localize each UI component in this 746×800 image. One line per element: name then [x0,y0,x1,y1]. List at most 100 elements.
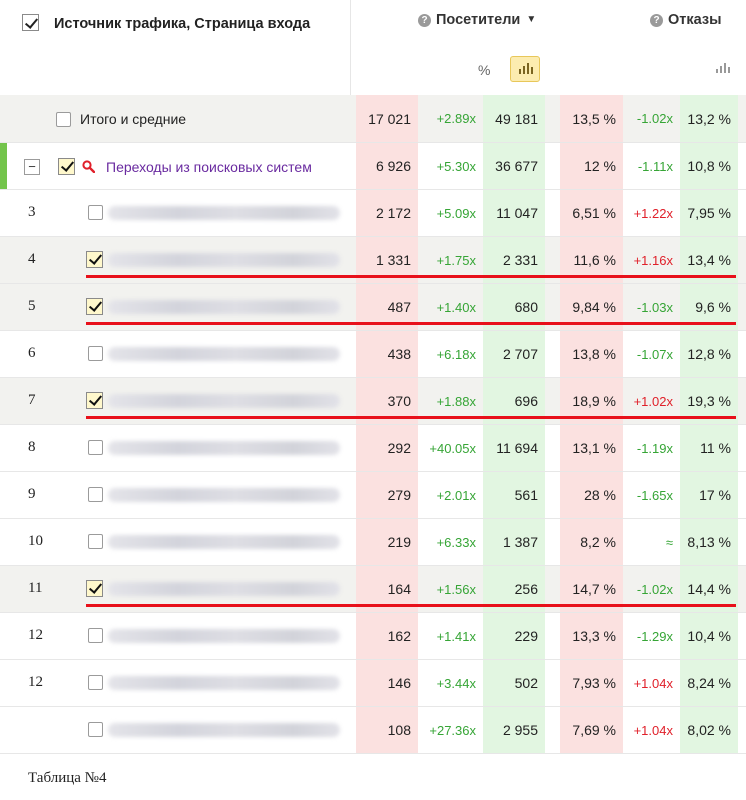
table-caption: Таблица №4 [28,770,107,786]
row-checkbox[interactable] [88,487,103,502]
row-checkbox-checked[interactable] [86,392,103,409]
total-label: Итого и средние [80,111,187,127]
table-row[interactable]: 6 438 +6.18x 2 707 13,8 % -1.07x 12,8 % [0,331,746,378]
share-cell: 28 % [560,472,623,518]
share-cell: 7,93 % [560,660,623,706]
table-row[interactable]: 12 162 +1.41x 229 13,3 % -1.29x 10,4 % [0,613,746,660]
group-row[interactable]: − Переходы из поисковых систем 6 926 +5.… [0,143,746,190]
bounce-rate-cell: 8,13 % [680,519,738,565]
visitors-cell: 49 181 [483,95,545,142]
row-number: 5 [28,298,36,314]
visits-delta-cell: +27.36x [429,722,476,738]
blurred-page-url[interactable] [108,253,340,267]
visits-delta-cell: +3.44x [436,675,476,691]
visitors-cell: 229 [483,613,545,659]
bounces-label: Отказы [668,12,722,28]
table-row[interactable]: 7 370 +1.88x 696 18,9 % +1.02x 19,3 % [0,378,746,425]
bounce-delta-cell: +1.16x [633,252,673,268]
blurred-page-url[interactable] [108,629,340,643]
row-checkbox[interactable] [88,205,103,220]
blurred-page-url[interactable] [108,582,340,596]
total-checkbox[interactable] [56,112,71,127]
row-number: 4 [28,251,36,267]
visits-cell: 438 [356,331,418,377]
search-engine-icon [82,160,95,173]
bounce-delta-cell: +1.04x [633,675,673,691]
bounce-delta-cell: +1.04x [633,722,673,738]
blurred-page-url[interactable] [108,347,340,361]
blurred-page-url[interactable] [108,441,340,455]
row-checkbox[interactable] [88,675,103,690]
row-checkbox-checked[interactable] [86,298,103,315]
visits-delta-cell: +1.88x [436,393,476,409]
table-header: Источник трафика, Страница входа ? Посети… [0,0,746,95]
share-cell: 13,1 % [560,425,623,471]
group-label-link[interactable]: Переходы из поисковых систем [106,159,312,175]
visits-delta-cell: +2.89x [436,111,476,126]
bounce-delta-cell: -1.07x [636,346,673,362]
blurred-page-url[interactable] [108,488,340,502]
row-number: 3 [28,204,36,220]
dimension-column-title[interactable]: Источник трафика, Страница входа [54,16,311,32]
bounce-delta-cell: +1.22x [633,205,673,221]
collapse-icon[interactable]: − [24,159,40,175]
visitors-bar-chart-toggle[interactable] [510,56,540,82]
row-checkbox[interactable] [88,534,103,549]
blurred-page-url[interactable] [108,394,340,408]
bounce-delta-cell: +1.02x [633,393,673,409]
bounces-bar-chart-icon[interactable] [712,58,734,80]
share-cell: 13,3 % [560,613,623,659]
bounce-rate-cell: 10,8 % [680,143,738,189]
table-row[interactable]: 3 2 172 +5.09x 11 047 6,51 % +1.22x 7,95 % [0,190,746,237]
share-cell: 8,2 % [560,519,623,565]
share-cell: 13,5 % [560,95,623,142]
row-checkbox[interactable] [88,440,103,455]
table-row[interactable]: 12 146 +3.44x 502 7,93 % +1.04x 8,24 % [0,660,746,707]
highlight-underline [86,275,736,278]
visits-delta-cell: +6.18x [436,346,476,362]
group-checkbox[interactable] [58,158,75,175]
help-icon[interactable]: ? [650,14,663,27]
visits-delta-cell: +6.33x [436,534,476,550]
table-row[interactable]: 108 +27.36x 2 955 7,69 % +1.04x 8,02 % [0,707,746,754]
blurred-page-url[interactable] [108,723,340,737]
percent-toggle-button[interactable]: % [478,62,491,78]
bounce-delta-cell: -1.11x [637,158,673,174]
table-row[interactable]: 8 292 +40.05x 11 694 13,1 % -1.19x 11 % [0,425,746,472]
share-cell: 12 % [560,143,623,189]
table-row[interactable]: 11 164 +1.56x 256 14,7 % -1.02x 14,4 % [0,566,746,613]
row-checkbox[interactable] [88,346,103,361]
visitors-column-header[interactable]: ? Посетители ▼ [418,12,536,28]
group-indicator [0,143,7,189]
table-row[interactable]: 9 279 +2.01x 561 28 % -1.65x 17 % [0,472,746,519]
bounce-rate-cell: 17 % [680,472,738,518]
table-row[interactable]: 10 219 +6.33x 1 387 8,2 % ≈8,13 % [0,519,746,566]
row-checkbox[interactable] [88,722,103,737]
blurred-page-url[interactable] [108,535,340,549]
visitors-cell: 502 [483,660,545,706]
row-number: 10 [28,533,43,549]
bounce-rate-cell: 13,2 % [680,95,738,142]
visits-delta-cell: +5.30x [436,158,476,174]
visitors-cell: 1 387 [483,519,545,565]
blurred-page-url[interactable] [108,206,340,220]
bounce-rate-cell: 10,4 % [680,613,738,659]
bounce-delta-cell: -1.65x [636,487,673,503]
help-icon[interactable]: ? [418,14,431,27]
bounce-rate-cell: 7,95 % [680,190,738,236]
table-row[interactable]: 5 487 +1.40x 680 9,84 % -1.03x 9,6 % [0,284,746,331]
row-checkbox-checked[interactable] [86,251,103,268]
bounce-rate-cell: 8,02 % [680,707,738,753]
bounce-delta-cell: -1.19x [636,440,673,456]
blurred-page-url[interactable] [108,300,340,314]
row-checkbox[interactable] [88,628,103,643]
row-number: 12 [28,627,43,643]
header-checkbox[interactable] [22,14,39,31]
header-divider [350,0,351,95]
visits-cell: 292 [356,425,418,471]
row-checkbox-checked[interactable] [86,580,103,597]
blurred-page-url[interactable] [108,676,340,690]
bounces-column-header[interactable]: ? Отказы [650,12,721,28]
bounce-rate-cell: 12,8 % [680,331,738,377]
